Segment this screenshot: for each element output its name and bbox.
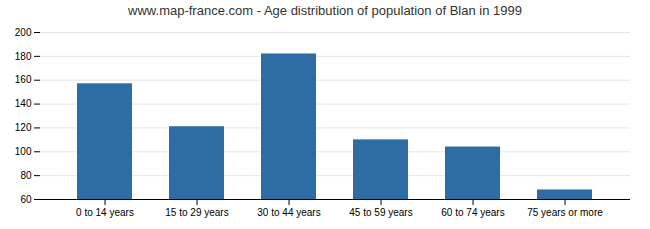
svg-text:140: 140	[15, 98, 32, 109]
svg-text:60: 60	[20, 194, 32, 205]
svg-text:75 years or more: 75 years or more	[527, 207, 603, 218]
svg-text:60 to 74 years: 60 to 74 years	[441, 207, 504, 218]
svg-text:45 to 59 years: 45 to 59 years	[349, 207, 412, 218]
svg-text:0 to 14 years: 0 to 14 years	[76, 207, 134, 218]
svg-text:15 to 29 years: 15 to 29 years	[165, 207, 228, 218]
svg-text:80: 80	[20, 170, 32, 181]
svg-text:180: 180	[15, 51, 32, 62]
html-text:www.map-france.com - Age distr: www.map-france.com - Age distribution of…	[128, 3, 522, 18]
svg-text:160: 160	[15, 74, 32, 85]
svg-text:120: 120	[15, 122, 32, 133]
svg-text:100: 100	[15, 146, 32, 157]
svg-text:200: 200	[15, 27, 32, 38]
svg-text:30 to 44 years: 30 to 44 years	[257, 207, 320, 218]
